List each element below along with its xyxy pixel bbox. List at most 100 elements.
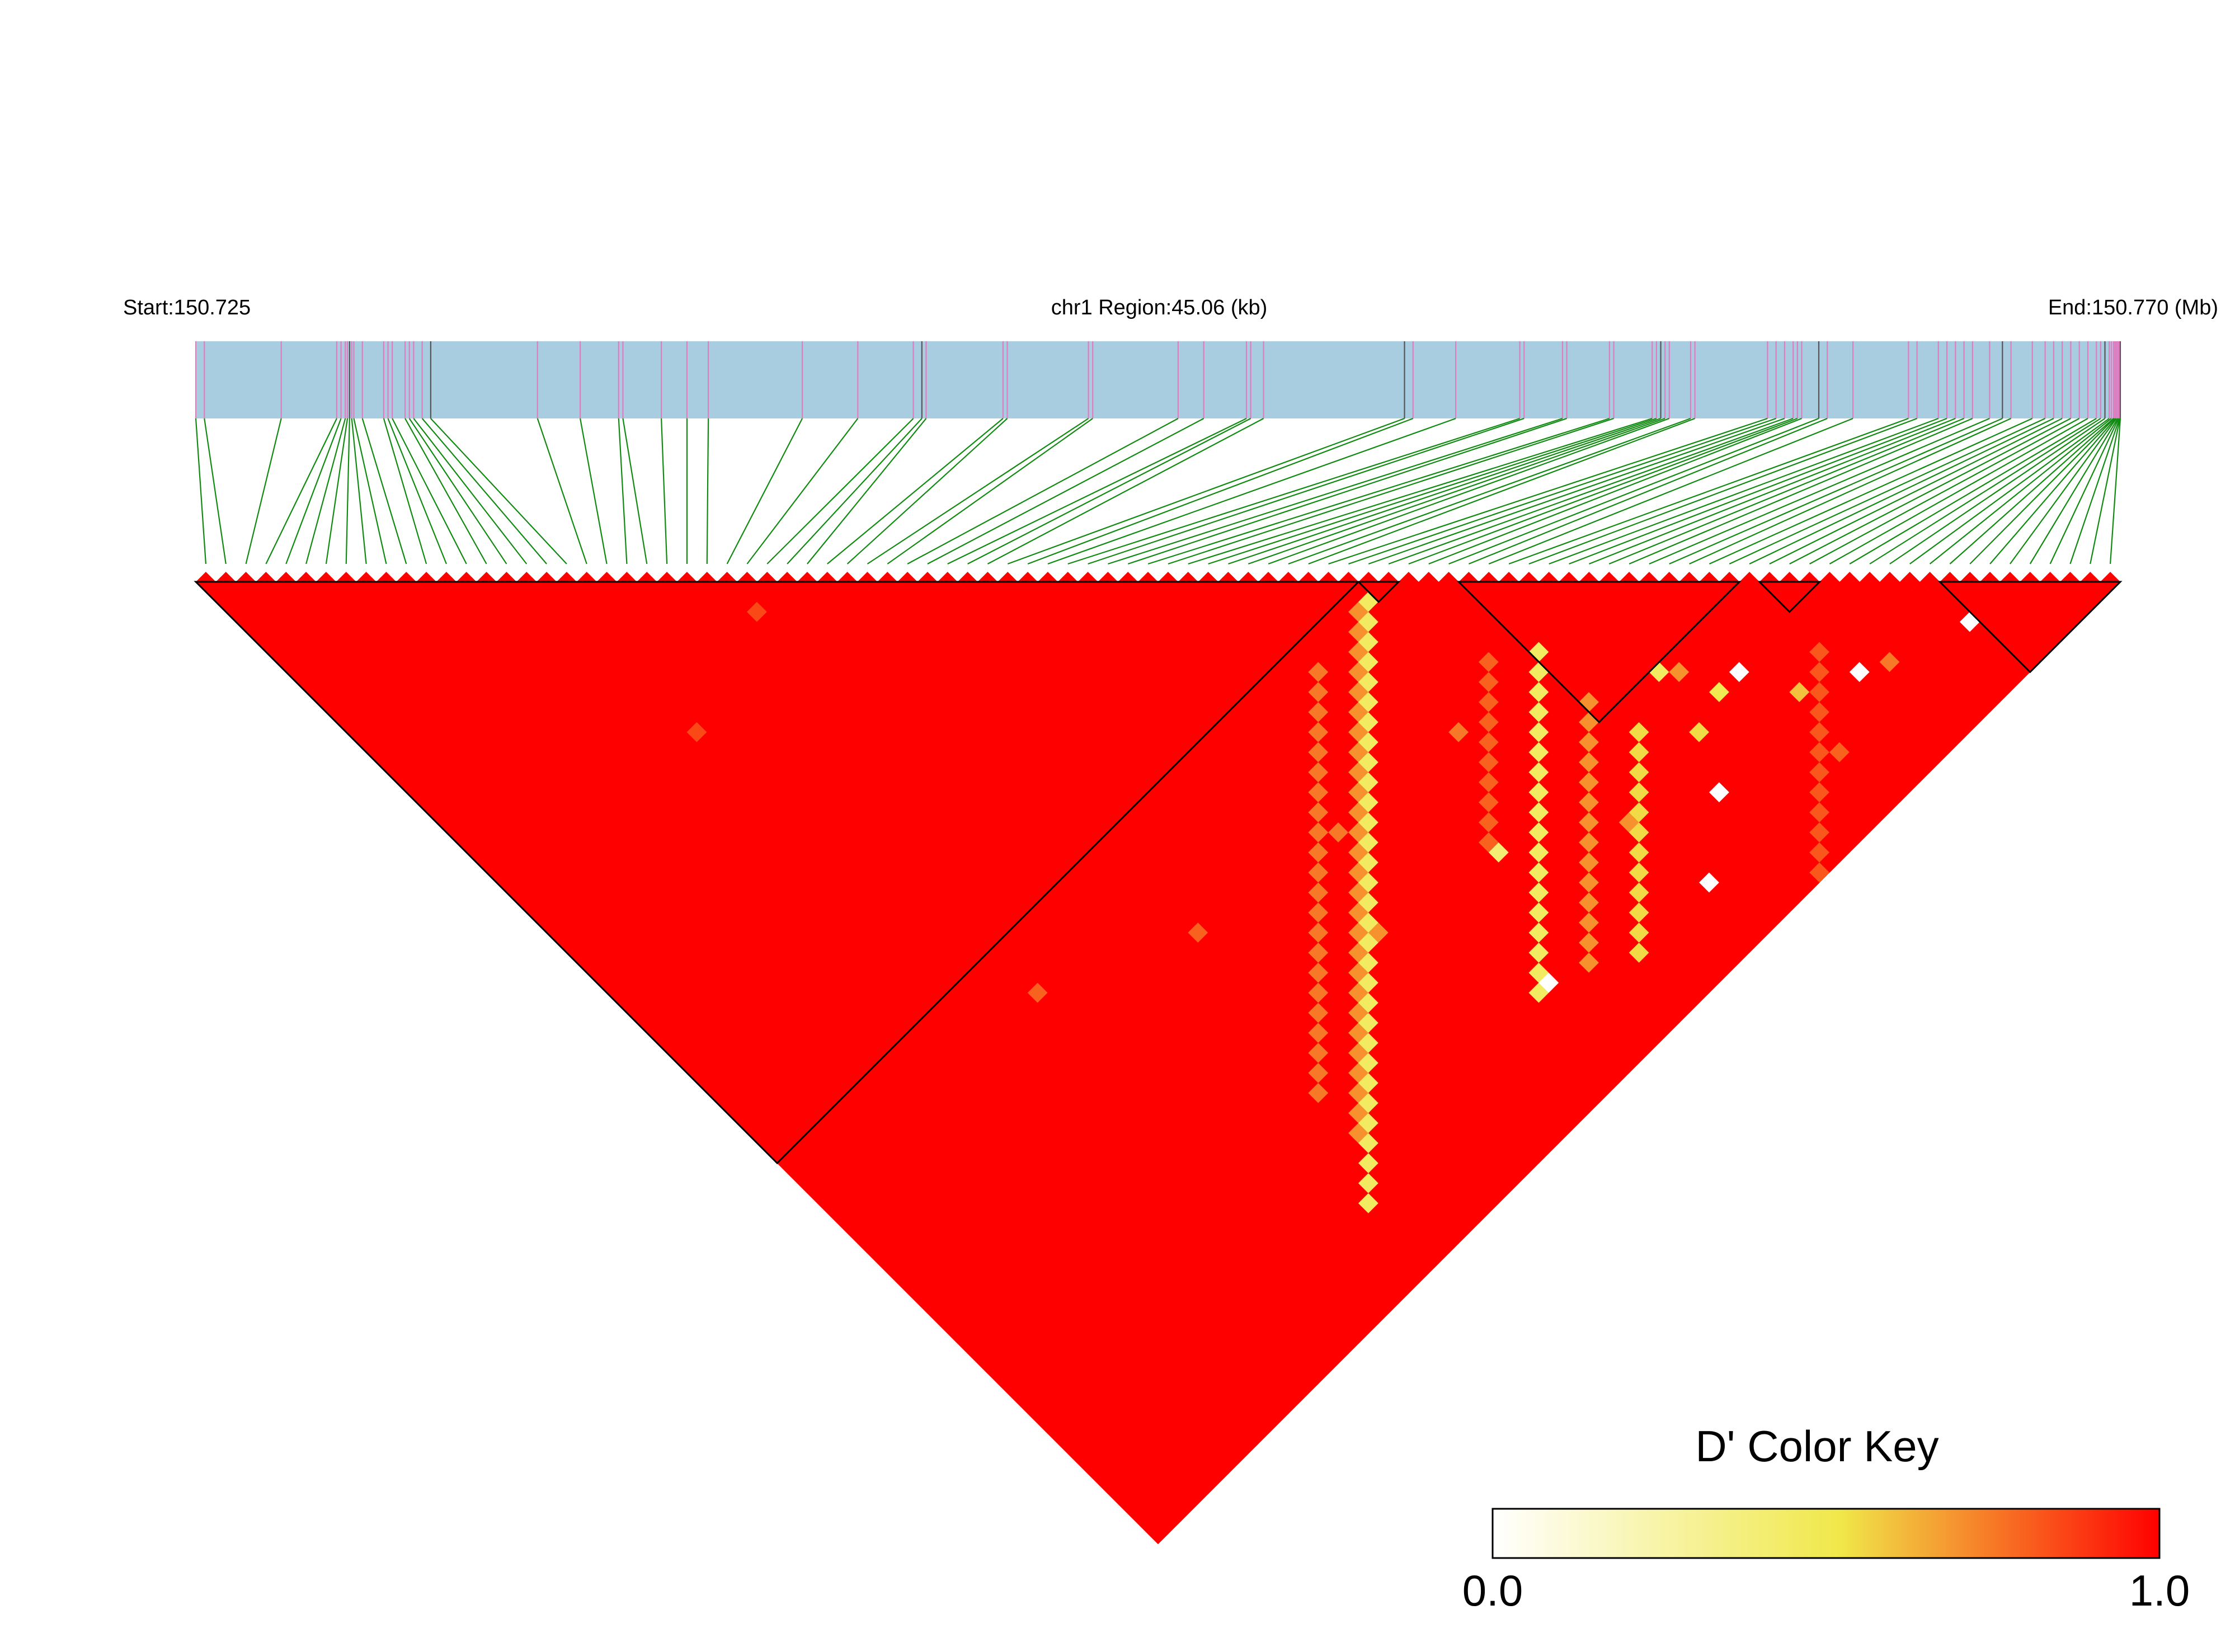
snp-connector [1749, 418, 2054, 564]
snp-connector [846, 418, 1008, 564]
end-label: End:150.770 (Mb) [2048, 296, 2218, 319]
snp-connector [404, 418, 487, 564]
snp-connector [1248, 417, 1665, 565]
snp-connector [537, 418, 587, 564]
snp-connector [580, 418, 608, 564]
color-key-min-label: 0.0 [1462, 1566, 1523, 1615]
snp-connector [1729, 418, 2046, 564]
snp-connector [1208, 417, 1657, 565]
start-label: Start:150.725 [123, 296, 251, 319]
snp-connector [1569, 417, 1947, 565]
snp-connector [1328, 417, 1768, 565]
snp-connector [887, 418, 1093, 564]
snp-connector [1869, 418, 2101, 564]
snp-connector [413, 418, 528, 564]
snp-connector [746, 418, 859, 564]
snp-connector [1469, 417, 1828, 565]
snp-connector [1969, 418, 2115, 564]
snp-connector [1488, 417, 1853, 565]
snp-connector [1809, 418, 2080, 564]
snp-connector [2029, 418, 2119, 564]
color-key-title: D' Color Key [1695, 1422, 1938, 1471]
snp-connector [1268, 417, 1670, 565]
snp-connector [622, 418, 648, 564]
snp-connector [345, 418, 350, 564]
color-key-max-label: 1.0 [2129, 1566, 2190, 1615]
color-key-gradient [1491, 1508, 2161, 1559]
snp-connector [1047, 417, 1456, 565]
snp-connector [1589, 417, 1956, 565]
snp-connector [1608, 417, 1965, 565]
snp-connector [325, 418, 349, 564]
snp-connector [1428, 417, 1802, 565]
snp-connector [1288, 417, 1691, 565]
snp-connector [1689, 417, 2012, 565]
snp-connector [1368, 417, 1785, 565]
snp-connector [1929, 418, 2112, 564]
region-label: chr1 Region:45.06 (kb) [1051, 296, 1268, 319]
snp-connector [1147, 417, 1610, 565]
snp-connector [361, 418, 407, 564]
snp-connector [1528, 417, 1917, 565]
gene-region-bar [196, 341, 2120, 418]
snp-connector [947, 418, 1247, 564]
snp-connector [1027, 417, 1414, 565]
snp-connector [1127, 417, 1567, 565]
snp-connector [1649, 417, 1990, 565]
snp-connector [1108, 417, 1563, 565]
snp-connector [927, 418, 1204, 564]
snp-connector-lines [195, 417, 2121, 565]
snp-connector [1889, 418, 2106, 564]
snp-connector [392, 418, 467, 564]
snp-connector [618, 418, 628, 564]
snp-connector [661, 418, 668, 564]
snp-connector [1629, 417, 1973, 565]
snp-connector [2090, 418, 2121, 564]
snp-connector [1408, 417, 1798, 565]
snp-connector [1849, 418, 2097, 564]
snp-connector [1549, 417, 1939, 565]
snp-connector [706, 418, 709, 564]
snp-connector [1989, 418, 2116, 564]
snp-connector [383, 418, 427, 564]
color-key: D' Color Key 0.0 1.0 [1462, 1422, 2190, 1615]
snp-connector [726, 418, 803, 564]
snp-connector [285, 418, 342, 564]
snp-connector [907, 418, 1179, 564]
snp-connector [1228, 417, 1661, 565]
snp-connector [351, 418, 367, 564]
snp-position-ticks [195, 341, 2121, 418]
snp-connector [245, 418, 282, 564]
snp-connector [2049, 418, 2119, 564]
snp-connector [387, 418, 447, 564]
snp-connector [1669, 417, 2003, 565]
snp-connector [421, 418, 547, 564]
snp-connector [1949, 418, 2114, 564]
snp-connector [1188, 417, 1653, 565]
snp-connector [1508, 417, 1909, 565]
snp-connector [827, 418, 1004, 564]
snp-connector [1388, 417, 1794, 565]
snp-connector [766, 418, 914, 564]
snp-connector [1909, 418, 2110, 564]
snp-connector [430, 418, 567, 564]
snp-connector [1308, 417, 1696, 565]
snp-connector [1789, 418, 2071, 564]
snp-connector [1067, 417, 1520, 565]
snp-connector [2109, 418, 2121, 564]
snp-connector [1709, 417, 2033, 565]
snp-connector [787, 418, 923, 564]
snp-connector [1829, 418, 2088, 564]
snp-connector [1168, 417, 1614, 565]
snp-connector [265, 418, 337, 564]
snp-connector [1769, 418, 2063, 564]
snp-connector [807, 418, 927, 564]
snp-connector [305, 418, 346, 564]
snp-connector [408, 418, 507, 564]
snp-connector [967, 418, 1251, 564]
snp-connector [987, 418, 1264, 564]
snp-connector [867, 418, 1089, 564]
snp-connector [2010, 418, 2118, 564]
snp-connector [1348, 417, 1777, 565]
